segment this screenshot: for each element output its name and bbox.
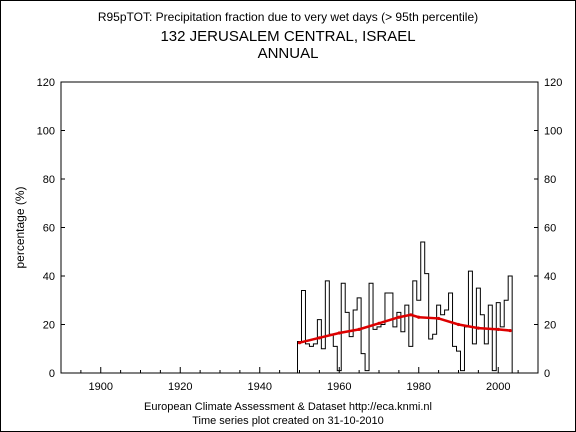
smoothed-point <box>417 315 421 319</box>
y-tick-label-left: 20 <box>43 320 55 332</box>
y-tick-label-right: 60 <box>544 223 556 235</box>
footer-date: Time series plot created on 31-10-2010 <box>192 415 384 427</box>
smoothed-point <box>496 327 500 331</box>
y-tick-label-left: 0 <box>49 368 55 380</box>
y-tick-label-left: 40 <box>43 271 55 283</box>
smoothed-point <box>476 326 480 330</box>
smoothed-point <box>377 321 381 325</box>
x-tick-label: 2000 <box>486 381 510 393</box>
smoothed-point <box>437 316 441 321</box>
x-tick-label: 1980 <box>407 381 431 393</box>
y-tick-label-right: 40 <box>544 271 556 283</box>
y-tick-label-left: 120 <box>37 77 55 89</box>
y-tick-label-left: 60 <box>43 223 55 235</box>
smoothed-point <box>397 315 401 319</box>
smoothed-point <box>456 322 461 327</box>
x-tick-label: 1900 <box>89 381 113 393</box>
annual-series-line <box>297 241 513 373</box>
station-name: 132 JERUSALEM CENTRAL, ISRAEL <box>160 28 416 45</box>
y-tick-label-right: 20 <box>544 320 556 332</box>
y-axis-label: percentage (%) <box>13 186 27 268</box>
chart-title: R95pTOT: Precipitation fraction due to v… <box>97 10 479 24</box>
y-tick-label-left: 100 <box>37 126 55 138</box>
smoothed-point <box>357 327 361 331</box>
plot-area <box>60 81 539 374</box>
footer-source: European Climate Assessment & Dataset ht… <box>144 401 432 413</box>
smoothed-point <box>508 328 512 333</box>
y-tick-label-right: 80 <box>544 174 556 186</box>
y-tick-label-left: 80 <box>43 174 55 186</box>
smoothed-point <box>409 313 413 317</box>
x-tick-label: 1920 <box>168 381 192 393</box>
smoothed-point <box>337 331 341 335</box>
smoothed-point <box>297 341 302 345</box>
y-tick-label-right: 0 <box>544 368 550 380</box>
period-label: ANNUAL <box>257 45 319 62</box>
x-tick-label: 1960 <box>327 381 351 393</box>
x-tick-label: 1940 <box>248 381 272 393</box>
y-tick-label-right: 120 <box>544 77 562 89</box>
smoothed-point <box>317 336 321 340</box>
y-tick-label-right: 100 <box>544 126 562 138</box>
